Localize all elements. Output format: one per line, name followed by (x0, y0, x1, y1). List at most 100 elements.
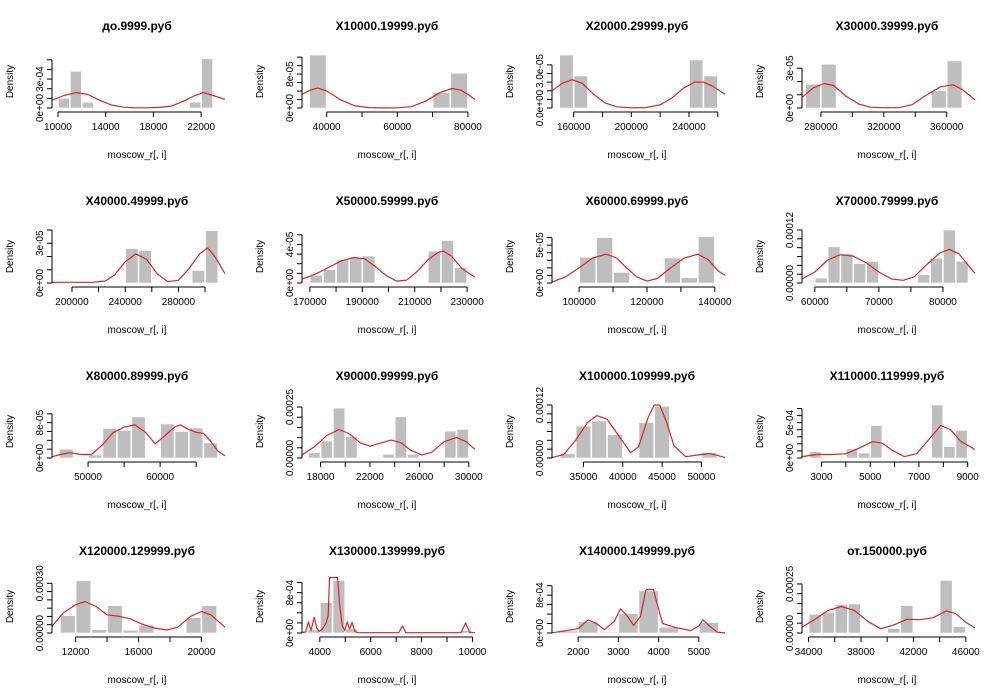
histogram-bar (189, 427, 204, 459)
histogram-panel: X140000.149999.руб 2000 3000 4000 5000 0e+00 8… (500, 525, 750, 700)
y-tick-label: 0e+00 (285, 269, 296, 298)
histogram-panel: X110000.119999.руб 3000 5000 7000 9000 0e+00 5… (750, 350, 1000, 525)
histogram-bar (323, 269, 336, 284)
x-axis-label: moscow_r[, i] (858, 150, 917, 161)
histogram-panel: X100000.109999.руб 35000 40000 45000 50000 0.… (500, 350, 750, 525)
histogram-bar (307, 629, 320, 634)
x-tick-label: 5000 (688, 647, 711, 658)
histogram-bar (117, 429, 132, 459)
histogram-bar (310, 274, 323, 284)
y-tick-label: 8e-04 (285, 579, 296, 605)
histogram-bar (808, 614, 822, 634)
x-tick-label: 210000 (398, 297, 432, 308)
histogram-bar (441, 240, 454, 284)
panel-title: X50000.59999.руб (336, 194, 439, 208)
y-tick-label: 0e+00 (35, 444, 46, 473)
histogram-bar (58, 98, 70, 109)
histogram-bar (946, 60, 963, 109)
x-tick-label: 18000 (140, 122, 168, 133)
x-axis-label: moscow_r[, i] (858, 325, 917, 336)
y-axis-label: Density (755, 65, 766, 98)
y-axis-label: Density (755, 240, 766, 273)
histogram-bar (201, 58, 213, 109)
y-axis-label: Density (505, 65, 516, 98)
y-tick-label: 0e+00 (285, 94, 296, 123)
histogram-panel: X30000.39999.руб 280000 320000 360000 0e+00 3… (750, 0, 1000, 175)
histogram-bar (444, 430, 457, 459)
density-curve (51, 600, 226, 631)
x-tick-label: 2000 (567, 647, 590, 658)
histogram-bar (394, 416, 407, 459)
density-curve (51, 424, 226, 458)
y-tick-label: 3e-04 (35, 66, 46, 92)
x-tick-label: 50000 (74, 472, 102, 483)
x-tick-label: 60000 (383, 122, 411, 133)
y-tick-label: 5e-04 (785, 409, 796, 435)
x-axis-label: moscow_r[, i] (358, 500, 417, 511)
y-axis-label: Density (505, 590, 516, 623)
y-tick-label: 0.00000 (285, 439, 296, 476)
histogram-svg: X110000.119999.руб 3000 5000 7000 9000 0e+00 5… (755, 369, 979, 511)
histogram-bar (834, 604, 848, 634)
density-curve (801, 424, 976, 458)
histogram-bar (613, 272, 630, 284)
x-tick-label: 3000 (810, 472, 833, 483)
x-tick-label: 22000 (356, 472, 384, 483)
histogram-bar (699, 622, 719, 634)
x-axis-label: moscow_r[, i] (108, 500, 167, 511)
histogram-bar (88, 454, 103, 459)
x-tick-label: 280000 (804, 122, 838, 133)
histogram-bar (598, 631, 619, 634)
x-tick-label: 46000 (952, 647, 980, 658)
density-curve (51, 91, 226, 109)
histogram-bar (160, 423, 175, 459)
y-axis-label: Density (5, 590, 16, 623)
histogram-bar (349, 257, 363, 284)
density-curve (551, 404, 726, 459)
x-tick-label: 42000 (899, 647, 927, 658)
histogram-bar (60, 615, 76, 634)
histogram-svg: от.150000.руб 34000 38000 42000 46000 0.00000… (755, 544, 980, 686)
histogram-bar (174, 431, 189, 459)
x-tick-label: 10000 (459, 647, 487, 658)
y-tick-label: 0.00000 (785, 264, 796, 301)
x-tick-label: 60000 (801, 297, 829, 308)
panel-title: X120000.129999.руб (79, 544, 195, 558)
y-tick-label: 0.00012 (785, 211, 796, 248)
y-axis-label: Density (5, 240, 16, 273)
x-tick-label: 280000 (162, 297, 196, 308)
x-tick-label: 38000 (847, 647, 875, 658)
histogram-bar (821, 612, 835, 634)
histogram-bar (362, 255, 376, 284)
histogram-bar (703, 75, 718, 109)
histogram-bar (125, 248, 139, 284)
density-curve (551, 253, 726, 283)
histogram-panel: X70000.79999.руб 60000 70000 80000 0.00000 0.… (750, 175, 1000, 350)
histogram-svg: X50000.59999.руб 170000 190000 210000 230000… (255, 194, 484, 336)
histogram-bar (955, 430, 968, 459)
histogram-bar (201, 605, 217, 634)
density-curve (301, 87, 476, 109)
histogram-svg: X100000.109999.руб 35000 40000 45000 50000 0.… (505, 369, 726, 511)
panel-title: X110000.119999.руб (830, 369, 945, 383)
histogram-bar (332, 580, 346, 634)
histogram-bar (573, 75, 588, 109)
density-curve (551, 79, 726, 109)
histogram-bar (205, 230, 219, 284)
histogram-bar (107, 605, 123, 634)
histogram-bar (931, 404, 944, 459)
density-curve (801, 248, 976, 281)
y-axis-label: Density (755, 590, 766, 623)
panel-title: X80000.89999.руб (86, 369, 189, 383)
histogram-panel: от.150000.руб 34000 38000 42000 46000 0.00000… (750, 525, 1000, 700)
x-tick-label: 18000 (307, 472, 335, 483)
histogram-bar (943, 446, 956, 459)
x-tick-label: 3000 (607, 647, 630, 658)
histogram-bar (112, 282, 125, 284)
histogram-svg: X120000.129999.руб 12000 16000 20000 0.00000… (5, 544, 226, 686)
x-tick-label: 190000 (346, 297, 380, 308)
histogram-svg: X40000.49999.руб 200000 240000 280000 0e+00 3… (5, 194, 226, 336)
histogram-bar (333, 407, 346, 459)
histogram-bar (203, 442, 218, 459)
histogram-bar (658, 627, 679, 634)
